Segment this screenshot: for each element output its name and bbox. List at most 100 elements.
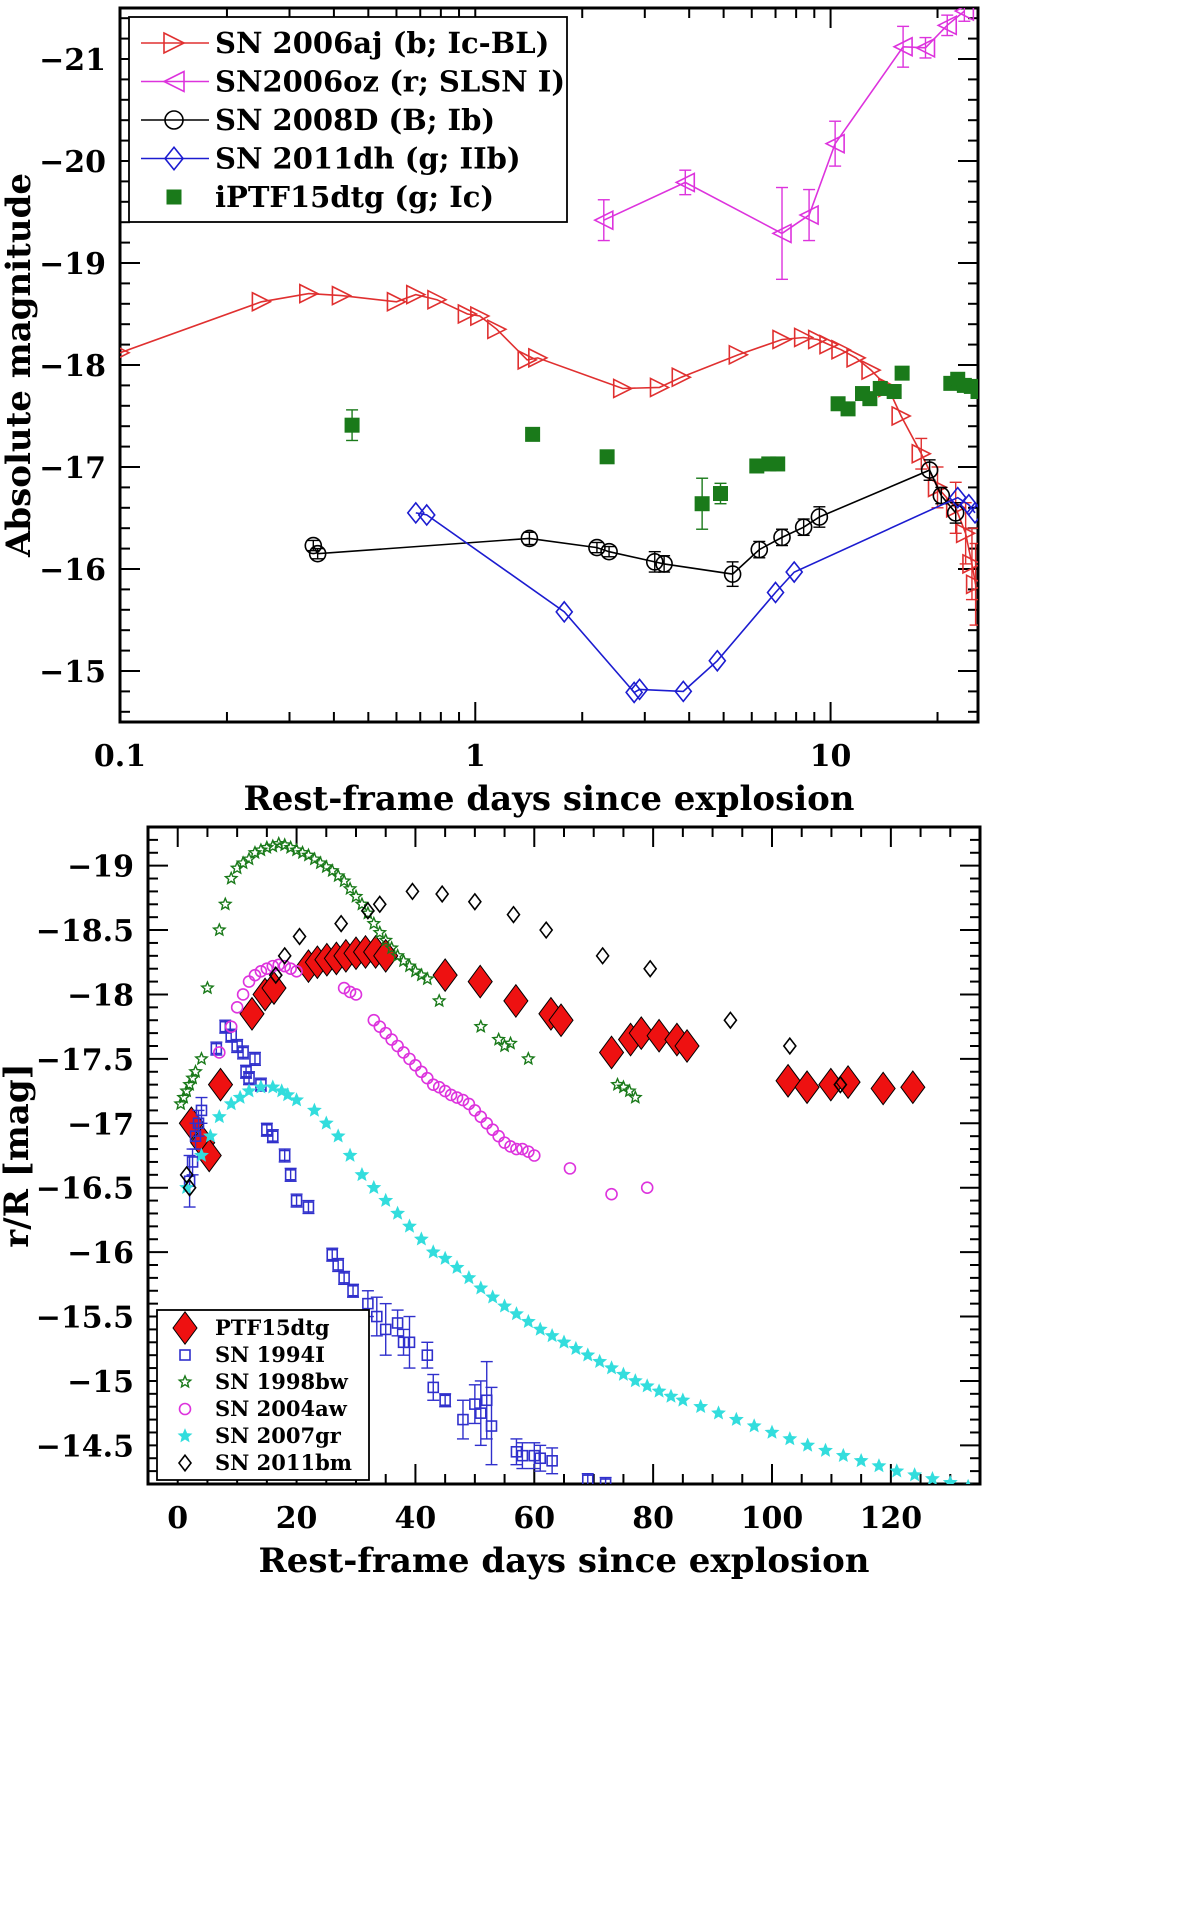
data-point: [891, 405, 912, 427]
legend-label: SN 1998bw: [215, 1369, 349, 1394]
data-point: [386, 291, 408, 313]
data-point: [646, 1018, 672, 1053]
series-line: [603, 10, 965, 235]
data-point: [711, 1405, 726, 1420]
data-point: [580, 1347, 596, 1362]
legend-marker: [179, 1349, 191, 1361]
data-point: [449, 1259, 465, 1274]
data-point: [548, 1003, 574, 1038]
data-point: [243, 1072, 255, 1085]
data-point: [415, 1065, 428, 1079]
data-point: [254, 964, 268, 978]
legend-marker: [163, 31, 186, 55]
data-point: [195, 1104, 208, 1117]
data-point: [370, 1310, 383, 1323]
data-point: [639, 1378, 655, 1393]
legend-label: SN 1994I: [215, 1342, 325, 1367]
x-tick-label: 0.1: [94, 739, 146, 774]
data-point: [334, 914, 349, 933]
data-point: [223, 1096, 239, 1111]
data-point: [284, 1169, 297, 1181]
data-point: [516, 1449, 529, 1462]
data-point: [651, 1383, 667, 1398]
data-point: [598, 1035, 625, 1070]
data-point: [936, 15, 958, 36]
data-point: [861, 359, 882, 381]
data-point: [527, 1149, 541, 1162]
data-point: [413, 967, 429, 982]
data-point: [746, 1418, 762, 1433]
data-point: [581, 1474, 594, 1484]
data-point: [800, 1437, 816, 1452]
data-point: [259, 839, 275, 854]
data-point: [409, 1059, 422, 1072]
data-point: [224, 1020, 238, 1033]
legend-marker: [163, 145, 185, 172]
legend-label: SN 2011bm: [215, 1450, 352, 1475]
data-point: [457, 303, 479, 325]
y-ticks: −14.5 −15 −15.5 −16 −16.5 −17 −17.5 −18 −18.5 −19: [36, 826, 980, 1485]
data-point: [432, 958, 458, 993]
data-point: [962, 1478, 974, 1484]
data-point: [405, 882, 420, 901]
data-point: [473, 1280, 489, 1295]
data-point: [948, 486, 967, 509]
data-point: [520, 1313, 536, 1329]
legend-item: SN 2011bm: [177, 1450, 352, 1475]
panel-1: 0.1 1 10 −15 −16 −17 −18 −19 −20 −21 Rest-frame da…: [0, 6, 980, 819]
x-axis-label: Rest-frame days since explosion: [258, 1541, 869, 1581]
legend-item: iPTF15dtg (g; Ic): [166, 180, 494, 214]
data-point: [785, 560, 804, 584]
data-point: [439, 1394, 451, 1407]
data-point: [970, 384, 978, 400]
data-point: [437, 1250, 453, 1265]
data-point: [306, 1102, 322, 1117]
data-point: [373, 938, 399, 973]
data-point: [308, 544, 327, 563]
data-point: [593, 209, 614, 231]
data-point: [625, 681, 644, 704]
data-point: [907, 1467, 923, 1482]
data-point: [674, 1028, 700, 1064]
data-point: [344, 417, 360, 433]
data-area: [120, 8, 978, 704]
data-point: [627, 1373, 643, 1388]
legend-item: PTF15dtg: [172, 1310, 330, 1346]
data-point: [186, 1156, 199, 1168]
data-point: [247, 844, 263, 860]
series-sn-2007gr: [179, 1079, 974, 1484]
data-point: [219, 1020, 232, 1033]
data-point: [194, 1051, 209, 1066]
legend-item: SN 2011dh (g; IIb): [141, 142, 521, 176]
data-point: [965, 501, 978, 525]
data-point: [628, 1016, 654, 1051]
series-sn-2011dh-g-iib-: [406, 486, 978, 704]
data-point: [694, 496, 710, 512]
x-tick-label: 1: [465, 739, 486, 774]
data-point: [397, 1046, 410, 1059]
data-point: [468, 1104, 482, 1117]
data-point: [431, 993, 447, 1008]
data-point: [604, 1360, 619, 1375]
data-point: [217, 896, 233, 911]
data-point: [900, 1070, 926, 1105]
data-point: [461, 1270, 477, 1285]
data-point: [773, 528, 791, 547]
x-tick-label: 120: [860, 1501, 923, 1536]
data-point: [942, 1474, 958, 1484]
data-point: [824, 133, 845, 154]
data-point: [655, 555, 673, 573]
y-tick-label: −17.5: [36, 1043, 134, 1078]
data-point: [953, 8, 975, 22]
data-point: [723, 565, 742, 583]
legend-item: SN 1998bw: [177, 1369, 349, 1394]
data-point: [539, 920, 554, 940]
data-point: [474, 1110, 488, 1124]
data-point: [645, 553, 664, 571]
data-point: [470, 305, 491, 327]
data-point: [403, 1052, 416, 1066]
data-point: [330, 1128, 346, 1143]
data-point: [385, 1033, 398, 1046]
data-point: [510, 1142, 523, 1156]
data-point: [199, 980, 215, 995]
